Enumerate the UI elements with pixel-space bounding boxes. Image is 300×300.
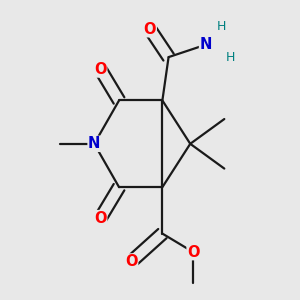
Text: O: O	[144, 22, 156, 37]
Text: O: O	[94, 62, 107, 77]
Text: O: O	[94, 211, 107, 226]
Text: O: O	[187, 245, 200, 260]
Text: H: H	[226, 51, 235, 64]
Text: O: O	[125, 254, 138, 269]
Text: N: N	[200, 37, 212, 52]
Text: H: H	[217, 20, 226, 33]
Text: N: N	[88, 136, 100, 151]
